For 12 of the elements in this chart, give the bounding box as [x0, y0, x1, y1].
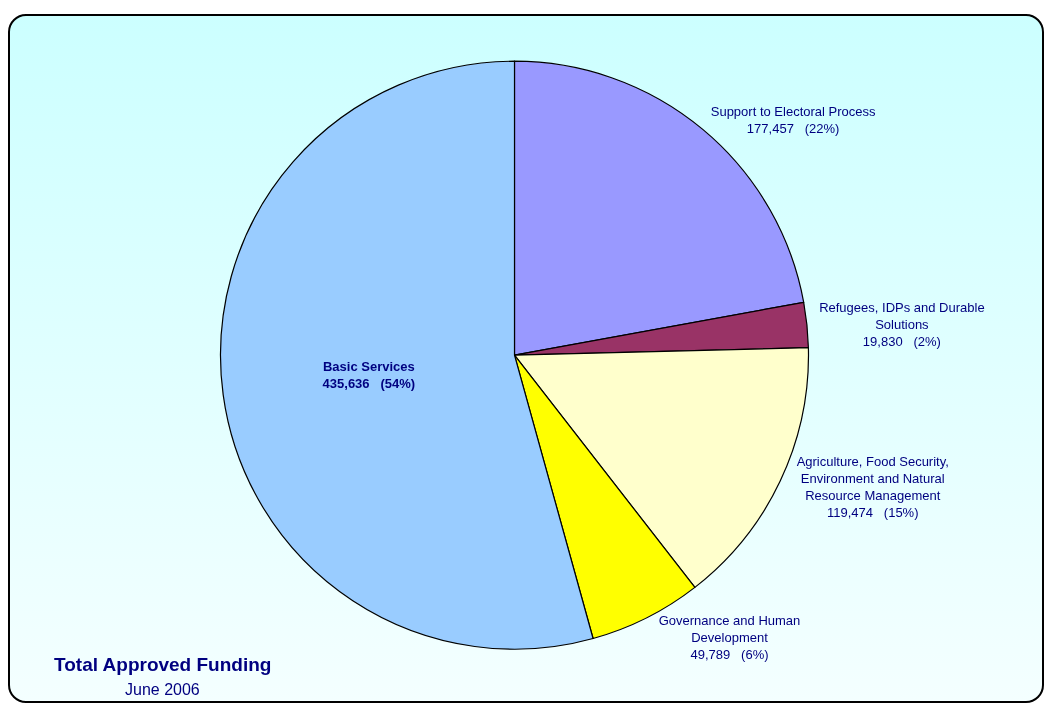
data-label: 435,636 (54%)	[322, 375, 416, 391]
slice-label: Agriculture, Food Security, Environment and Natural Resource Management	[796, 454, 949, 504]
text: June 2006	[125, 681, 200, 698]
data-label: 119,474 (15%)	[826, 504, 919, 520]
slice-label: Support to Electoral Process	[710, 104, 876, 120]
data-label: 177,457 (22%)	[746, 120, 840, 136]
slice-label: Basic Services	[322, 359, 415, 375]
data-label: 49,789 (6%)	[690, 646, 769, 662]
text: Total Approved Funding	[54, 654, 272, 675]
slice-label: Governance and Human Development	[658, 613, 801, 645]
slice-label: Refugees, IDPs and Durable Solutions	[819, 300, 985, 333]
data-label: 19,830 (2%)	[862, 334, 941, 350]
